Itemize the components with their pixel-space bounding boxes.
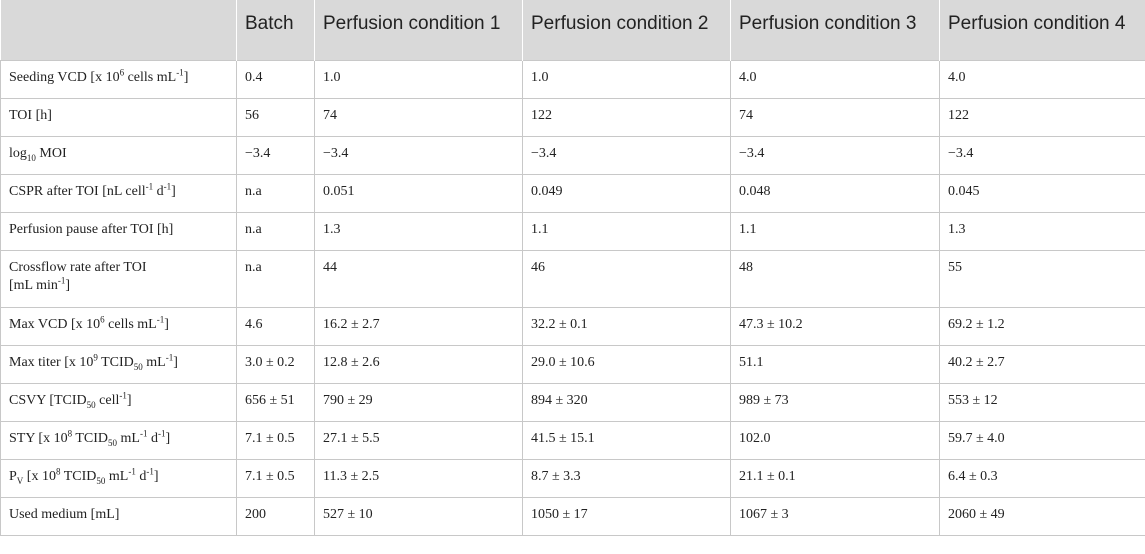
row-label: Perfusion pause after TOI [h] [0, 211, 237, 251]
table-cell: 1.1 [522, 211, 731, 251]
table-cell: 74 [730, 97, 940, 137]
table-cell: 8.7 ± 3.3 [522, 458, 731, 498]
table-cell: 59.7 ± 4.0 [939, 420, 1145, 460]
table-cell: n.a [236, 249, 315, 308]
table-cell: 527 ± 10 [314, 496, 523, 536]
table-cell: 200 [236, 496, 315, 536]
table-cell: 0.4 [236, 59, 315, 99]
table-row: log10 MOI −3.4 −3.4 −3.4 −3.4 −3.4 [0, 135, 1145, 175]
row-label: Seeding VCD [x 106 cells mL-1] [0, 59, 237, 99]
table-cell: 1.3 [939, 211, 1145, 251]
table-cell: 656 ± 51 [236, 382, 315, 422]
table-row: Seeding VCD [x 106 cells mL-1] 0.4 1.0 1… [0, 59, 1145, 99]
table-row: Crossflow rate after TOI [mL min-1] n.a 4… [0, 249, 1145, 308]
table-cell: n.a [236, 211, 315, 251]
table-cell: 74 [314, 97, 523, 137]
table-cell: 55 [939, 249, 1145, 308]
table-cell: 4.0 [730, 59, 940, 99]
table-cell: 1.1 [730, 211, 940, 251]
header-batch: Batch [236, 0, 315, 60]
table-cell: −3.4 [730, 135, 940, 175]
table-cell: 4.0 [939, 59, 1145, 99]
table-cell: −3.4 [522, 135, 731, 175]
table-cell: 1050 ± 17 [522, 496, 731, 536]
header-cell [0, 0, 237, 60]
table-cell: 122 [522, 97, 731, 137]
table-row: STY [x 108 TCID50 mL-1 d-1] 7.1 ± 0.5 27… [0, 420, 1145, 460]
table-cell: 46 [522, 249, 731, 308]
table-cell: n.a [236, 173, 315, 213]
row-label: STY [x 108 TCID50 mL-1 d-1] [0, 420, 237, 460]
table-cell: 56 [236, 97, 315, 137]
table-cell: 894 ± 320 [522, 382, 731, 422]
table-cell: 44 [314, 249, 523, 308]
table-cell: 32.2 ± 0.1 [522, 306, 731, 346]
table-row: CSVY [TCID50 cell-1] 656 ± 51 790 ± 29 8… [0, 382, 1145, 422]
table-row: CSPR after TOI [nL cell-1 d-1] n.a 0.051… [0, 173, 1145, 213]
table-cell: 29.0 ± 10.6 [522, 344, 731, 384]
table-cell: 27.1 ± 5.5 [314, 420, 523, 460]
table-cell: −3.4 [314, 135, 523, 175]
table-cell: 11.3 ± 2.5 [314, 458, 523, 498]
table-cell: 40.2 ± 2.7 [939, 344, 1145, 384]
table-cell: 1.3 [314, 211, 523, 251]
header-perfusion-4: Perfusion condition 4 [939, 0, 1145, 60]
row-label: Max VCD [x 106 cells mL-1] [0, 306, 237, 346]
table-cell: 0.049 [522, 173, 731, 213]
table-cell: 51.1 [730, 344, 940, 384]
header-perfusion-2: Perfusion condition 2 [522, 0, 731, 60]
row-label: log10 MOI [0, 135, 237, 175]
row-label: CSPR after TOI [nL cell-1 d-1] [0, 173, 237, 213]
table-cell: 41.5 ± 15.1 [522, 420, 731, 460]
table-cell: −3.4 [939, 135, 1145, 175]
table-cell: 0.051 [314, 173, 523, 213]
table-row: Max titer [x 109 TCID50 mL-1] 3.0 ± 0.2 … [0, 344, 1145, 384]
table-cell: 4.6 [236, 306, 315, 346]
table-cell: 102.0 [730, 420, 940, 460]
table-cell: 1.0 [314, 59, 523, 99]
table-cell: 790 ± 29 [314, 382, 523, 422]
table-cell: 122 [939, 97, 1145, 137]
row-label: CSVY [TCID50 cell-1] [0, 382, 237, 422]
table-cell: 553 ± 12 [939, 382, 1145, 422]
table-cell: 0.048 [730, 173, 940, 213]
table-cell: 1067 ± 3 [730, 496, 940, 536]
table-cell: 12.8 ± 2.6 [314, 344, 523, 384]
table-cell: 0.045 [939, 173, 1145, 213]
header-perfusion-3: Perfusion condition 3 [730, 0, 940, 60]
table-cell: 7.1 ± 0.5 [236, 458, 315, 498]
table-cell: −3.4 [236, 135, 315, 175]
table-cell: 989 ± 73 [730, 382, 940, 422]
table-cell: 47.3 ± 10.2 [730, 306, 940, 346]
header-row: Batch Perfusion condition 1 Perfusion co… [0, 0, 1145, 60]
table-row: TOI [h] 56 74 122 74 122 [0, 97, 1145, 137]
table-row: Max VCD [x 106 cells mL-1] 4.6 16.2 ± 2.… [0, 306, 1145, 346]
row-label: Crossflow rate after TOI [mL min-1] [0, 249, 237, 308]
table-cell: 7.1 ± 0.5 [236, 420, 315, 460]
results-table: Batch Perfusion condition 1 Perfusion co… [0, 0, 1145, 536]
row-label: TOI [h] [0, 97, 237, 137]
table-row: Perfusion pause after TOI [h] n.a 1.3 1.… [0, 211, 1145, 251]
table-cell: 21.1 ± 0.1 [730, 458, 940, 498]
table-row: PV [x 108 TCID50 mL-1 d-1] 7.1 ± 0.5 11.… [0, 458, 1145, 498]
table-cell: 69.2 ± 1.2 [939, 306, 1145, 346]
row-label: Used medium [mL] [0, 496, 237, 536]
table-cell: 48 [730, 249, 940, 308]
table-row: Used medium [mL] 200 527 ± 10 1050 ± 17 … [0, 496, 1145, 536]
table-cell: 6.4 ± 0.3 [939, 458, 1145, 498]
table-cell: 3.0 ± 0.2 [236, 344, 315, 384]
header-perfusion-1: Perfusion condition 1 [314, 0, 523, 60]
table-cell: 2060 ± 49 [939, 496, 1145, 536]
row-label: Max titer [x 109 TCID50 mL-1] [0, 344, 237, 384]
table-cell: 16.2 ± 2.7 [314, 306, 523, 346]
table-cell: 1.0 [522, 59, 731, 99]
row-label: PV [x 108 TCID50 mL-1 d-1] [0, 458, 237, 498]
